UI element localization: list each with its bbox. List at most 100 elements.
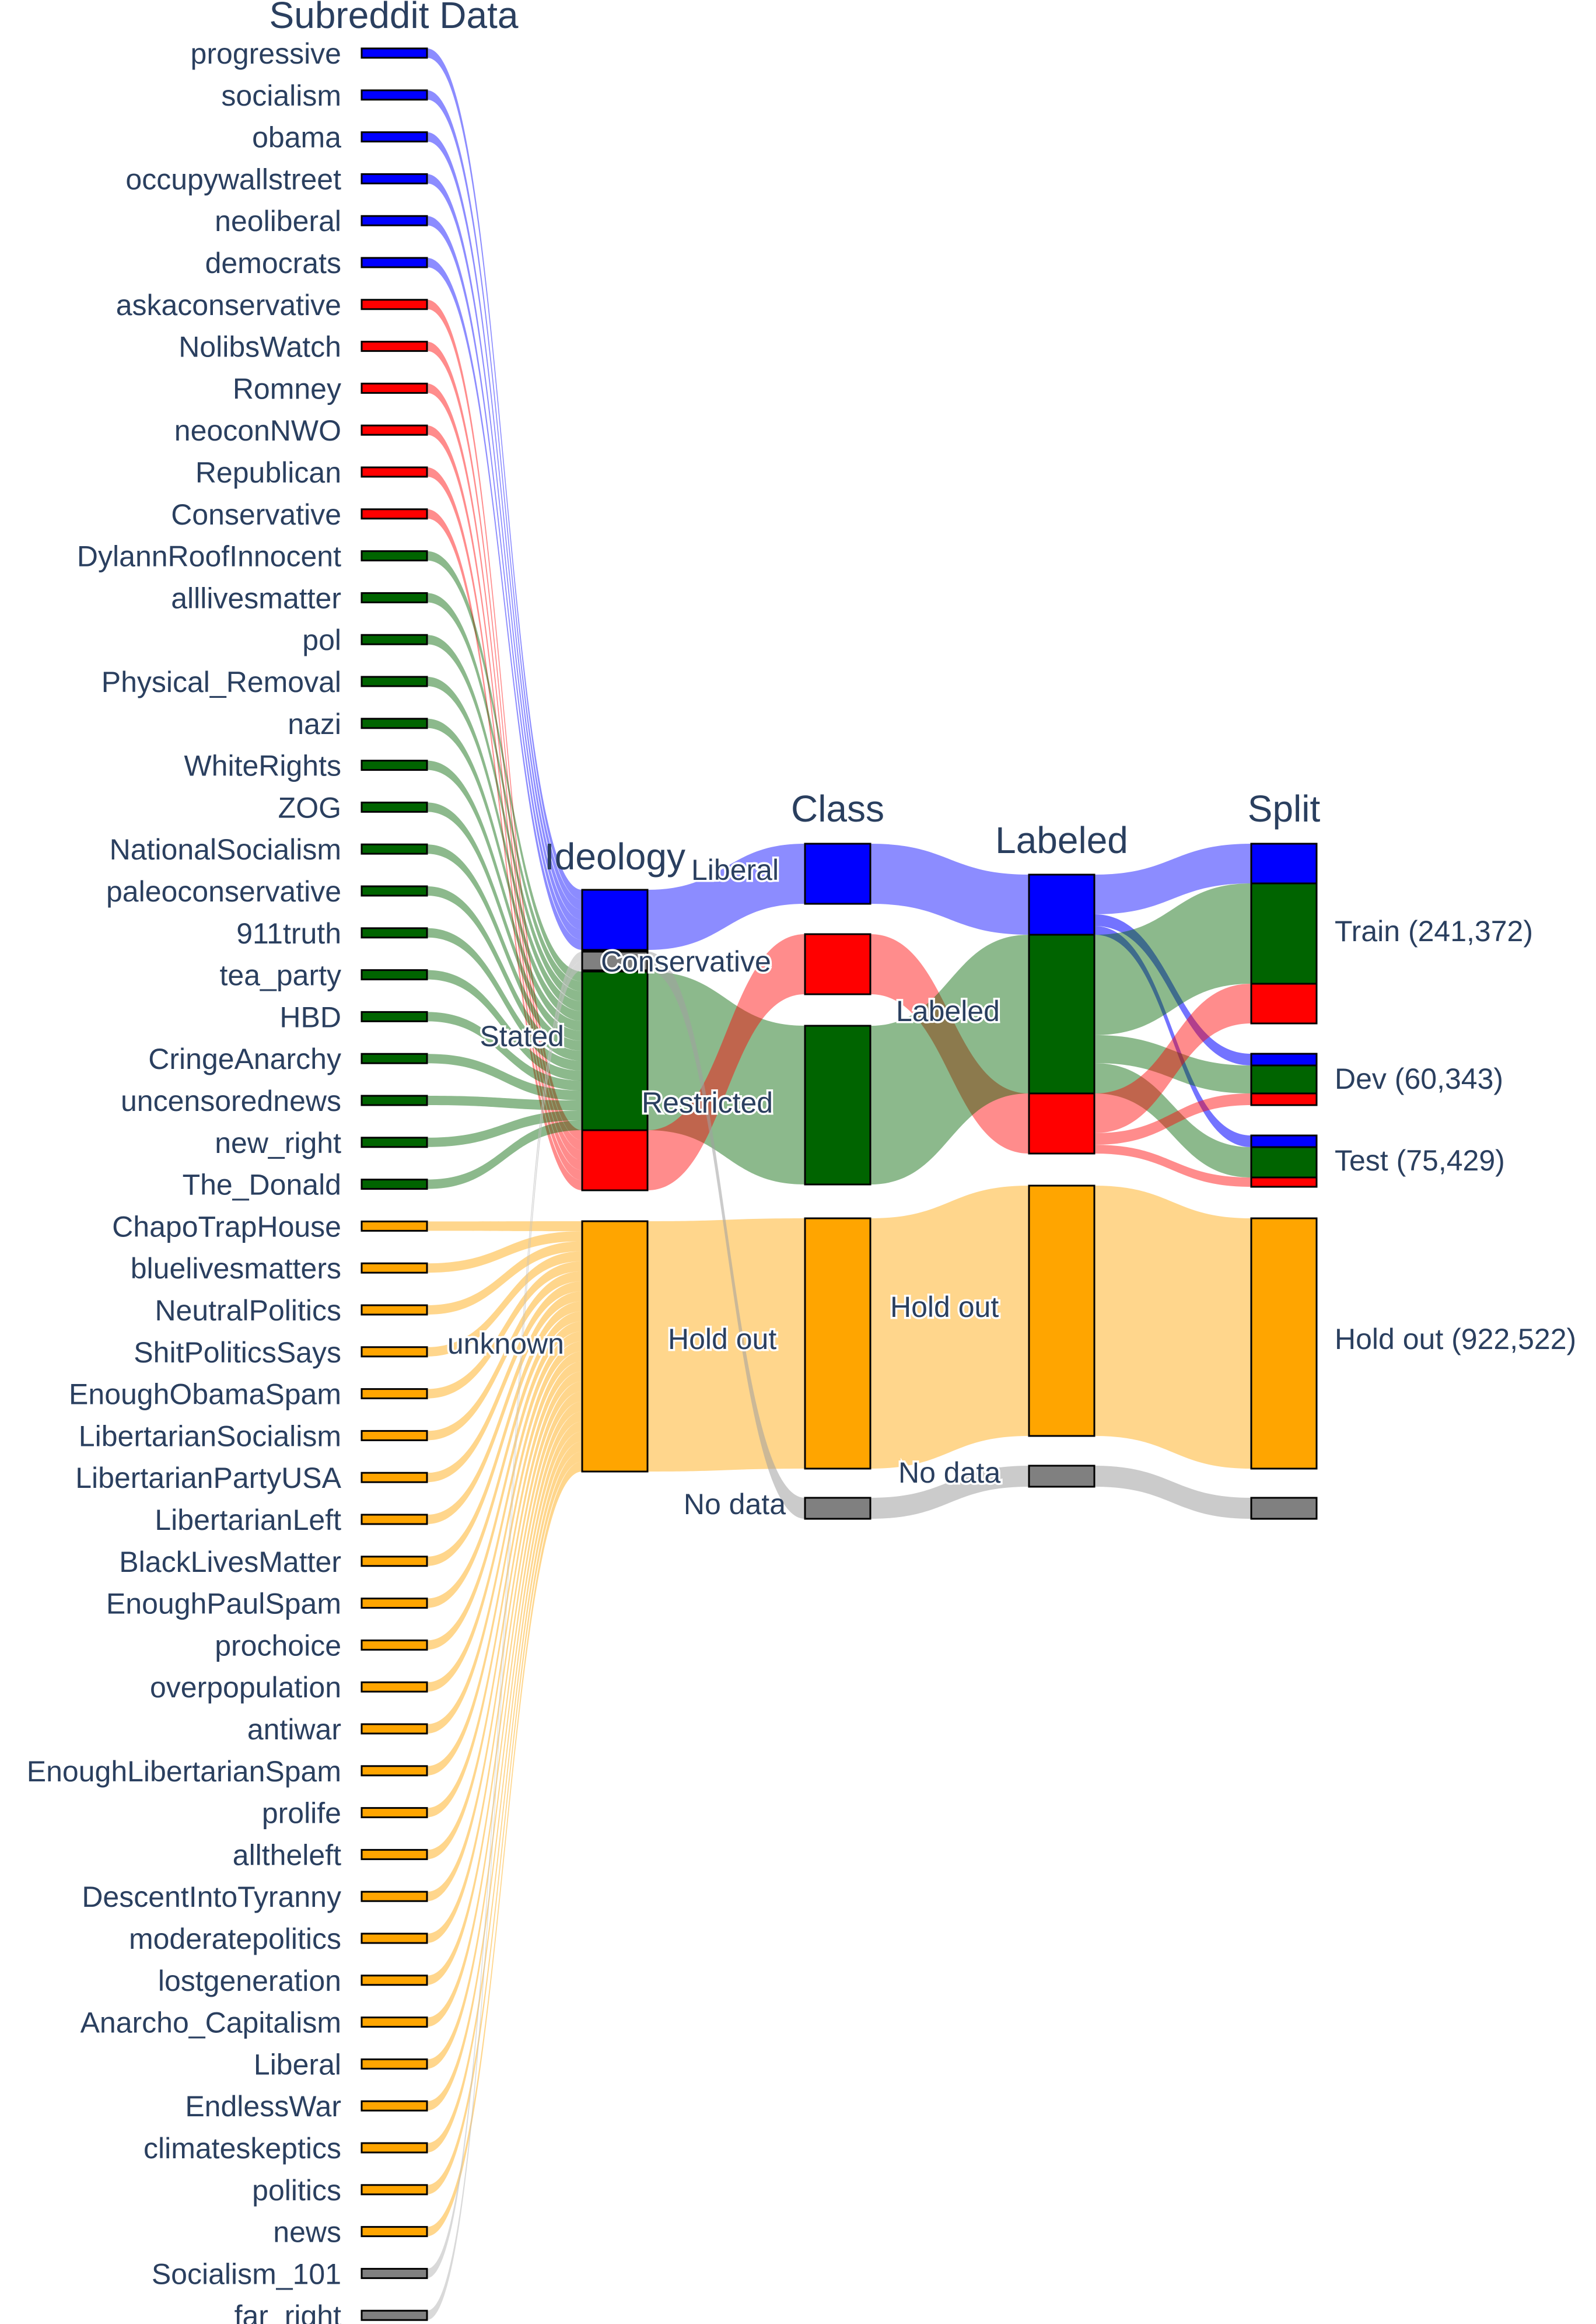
subreddit-node-overpopulation[interactable] bbox=[360, 1681, 428, 1693]
subreddit-node-libertarianleft[interactable] bbox=[360, 1514, 428, 1525]
link-nolibswatch[interactable] bbox=[427, 341, 582, 1151]
subreddit-node-neoliberal[interactable] bbox=[360, 215, 428, 226]
link-socialism[interactable] bbox=[427, 90, 582, 910]
subreddit-node-pol[interactable] bbox=[360, 634, 428, 645]
link-anarcho_capitalism[interactable] bbox=[427, 1411, 582, 2027]
link-class-labeled-restricted[interactable] bbox=[870, 935, 1029, 1184]
link-lostgeneration[interactable] bbox=[427, 1401, 582, 1985]
split-test-conservative-node[interactable] bbox=[1250, 1176, 1318, 1188]
subreddit-node-alltheleft[interactable] bbox=[360, 1848, 428, 1860]
link-obama[interactable] bbox=[427, 132, 582, 920]
link-labeled-split-test-liberal[interactable] bbox=[1094, 926, 1251, 1147]
class-holdout-node[interactable] bbox=[804, 1217, 872, 1470]
link-the_donald[interactable] bbox=[427, 1120, 582, 1189]
link-class-labeled-holdout[interactable] bbox=[870, 1186, 1029, 1469]
subreddit-node-conservative[interactable] bbox=[360, 508, 428, 520]
link-progressive[interactable] bbox=[427, 48, 582, 900]
link-labeled-split-train-liberal[interactable] bbox=[1094, 844, 1251, 914]
link-labeled-split-train-restricted[interactable] bbox=[1094, 883, 1251, 1035]
class-liberal-node[interactable] bbox=[804, 843, 872, 905]
link-politics[interactable] bbox=[427, 1451, 582, 2194]
link-labeled-split-dev-conservative[interactable] bbox=[1094, 1093, 1251, 1145]
link-liberal[interactable] bbox=[427, 1421, 582, 2069]
subreddit-node-paleoconservative[interactable] bbox=[360, 885, 428, 897]
subreddit-node-antiwar[interactable] bbox=[360, 1723, 428, 1735]
subreddit-node-uncensorednews[interactable] bbox=[360, 1095, 428, 1106]
link-neoconnwo[interactable] bbox=[427, 425, 582, 1170]
split-test-restricted-node[interactable] bbox=[1250, 1146, 1318, 1179]
subreddit-node-libertariansocialism[interactable] bbox=[360, 1430, 428, 1441]
subreddit-node-enoughobamaspam[interactable] bbox=[360, 1388, 428, 1400]
subreddit-node-prochoice[interactable] bbox=[360, 1639, 428, 1651]
split-dev-liberal-node[interactable] bbox=[1250, 1053, 1318, 1067]
split-train-restricted-node[interactable] bbox=[1250, 882, 1318, 985]
link-labeled-split-train-conservative[interactable] bbox=[1094, 984, 1251, 1133]
link-climateskeptics[interactable] bbox=[427, 1441, 582, 2152]
subreddit-node-news[interactable] bbox=[360, 2226, 428, 2238]
subreddit-node-moderatepolitics[interactable] bbox=[360, 1932, 428, 1944]
subreddit-node-enoughlibertarianspam[interactable] bbox=[360, 1765, 428, 1777]
class-nodata-node[interactable] bbox=[804, 1497, 872, 1520]
link-labeled-split-test-restricted[interactable] bbox=[1094, 1063, 1251, 1177]
subreddit-node-enoughpaulspam[interactable] bbox=[360, 1598, 428, 1609]
subreddit-node-obama[interactable] bbox=[360, 131, 428, 143]
link-overpopulation[interactable] bbox=[427, 1331, 582, 1692]
link-democrats[interactable] bbox=[427, 258, 582, 950]
class-restricted-node[interactable] bbox=[804, 1025, 872, 1186]
link-labeled-split-nodata[interactable] bbox=[1094, 1466, 1251, 1519]
link-labeled-split-dev-liberal[interactable] bbox=[1094, 914, 1251, 1065]
subreddit-node-chapotraphouse[interactable] bbox=[360, 1220, 428, 1232]
split-dev-conservative-node[interactable] bbox=[1250, 1092, 1318, 1106]
link-paleoconservative[interactable] bbox=[427, 886, 582, 1061]
link-libertarianpartyusa[interactable] bbox=[427, 1281, 582, 1483]
link-conservative[interactable] bbox=[427, 509, 582, 1190]
subreddit-node-socialism[interactable] bbox=[360, 89, 428, 101]
link-class-labeled-nodata[interactable] bbox=[870, 1466, 1029, 1519]
subreddit-node-anarcho_capitalism[interactable] bbox=[360, 2017, 428, 2028]
labeled-restricted-node[interactable] bbox=[1028, 934, 1096, 1095]
split-test-liberal-node[interactable] bbox=[1250, 1134, 1318, 1148]
link-labeled-split-holdout[interactable] bbox=[1094, 1186, 1251, 1469]
link-prochoice[interactable] bbox=[427, 1321, 582, 1650]
link-labeled-split-test-conservative[interactable] bbox=[1094, 1145, 1251, 1187]
link-romney[interactable] bbox=[427, 383, 582, 1161]
link-cringeanarchy[interactable] bbox=[427, 1054, 582, 1100]
link-blacklivesmatter[interactable] bbox=[427, 1301, 582, 1566]
link-ideology-class-liberal[interactable] bbox=[648, 844, 805, 950]
subreddit-node-nationalsocialism[interactable] bbox=[360, 843, 428, 855]
link-zog[interactable] bbox=[427, 802, 582, 1041]
subreddit-node-neoconnwo[interactable] bbox=[360, 424, 428, 436]
subreddit-node-blacklivesmatter[interactable] bbox=[360, 1556, 428, 1567]
subreddit-node-dylannroofinnocent[interactable] bbox=[360, 550, 428, 562]
labeled-liberal-node[interactable] bbox=[1028, 873, 1096, 936]
link-labeled-split-dev-restricted[interactable] bbox=[1094, 1035, 1251, 1093]
split-holdout-node[interactable] bbox=[1250, 1217, 1318, 1470]
link-nationalsocialism[interactable] bbox=[427, 844, 582, 1051]
link-shitpoliticssays[interactable] bbox=[427, 1251, 582, 1357]
link-enoughlibertarianspam[interactable] bbox=[427, 1351, 582, 1776]
subreddit-node-shitpoliticssays[interactable] bbox=[360, 1346, 428, 1358]
link-endlesswar[interactable] bbox=[427, 1431, 582, 2111]
subreddit-node-republican[interactable] bbox=[360, 466, 428, 478]
link-far_right[interactable] bbox=[427, 961, 582, 2320]
subreddit-node-cringeanarchy[interactable] bbox=[360, 1053, 428, 1064]
subreddit-node-socialism_101[interactable] bbox=[360, 2267, 428, 2279]
subreddit-node-politics[interactable] bbox=[360, 2184, 428, 2196]
link-news[interactable] bbox=[427, 1461, 582, 2236]
subreddit-node-alllivesmatter[interactable] bbox=[360, 592, 428, 603]
subreddit-node-democrats[interactable] bbox=[360, 257, 428, 268]
link-alllivesmatter[interactable] bbox=[427, 593, 582, 991]
subreddit-node-lostgeneration[interactable] bbox=[360, 1974, 428, 1986]
subreddit-node-liberal[interactable] bbox=[360, 2058, 428, 2070]
subreddit-node-libertarianpartyusa[interactable] bbox=[360, 1472, 428, 1483]
link-tea_party[interactable] bbox=[427, 970, 582, 1081]
subreddit-node-neutralpolitics[interactable] bbox=[360, 1304, 428, 1316]
subreddit-node-new_right[interactable] bbox=[360, 1137, 428, 1148]
link-antiwar[interactable] bbox=[427, 1341, 582, 1734]
link-hbd[interactable] bbox=[427, 1012, 582, 1091]
link-republican[interactable] bbox=[427, 467, 582, 1180]
split-dev-restricted-node[interactable] bbox=[1250, 1064, 1318, 1095]
link-ideology-class-holdout[interactable] bbox=[648, 1218, 805, 1472]
subreddit-node-occupywallstreet[interactable] bbox=[360, 173, 428, 184]
subreddit-node-zog[interactable] bbox=[360, 801, 428, 813]
